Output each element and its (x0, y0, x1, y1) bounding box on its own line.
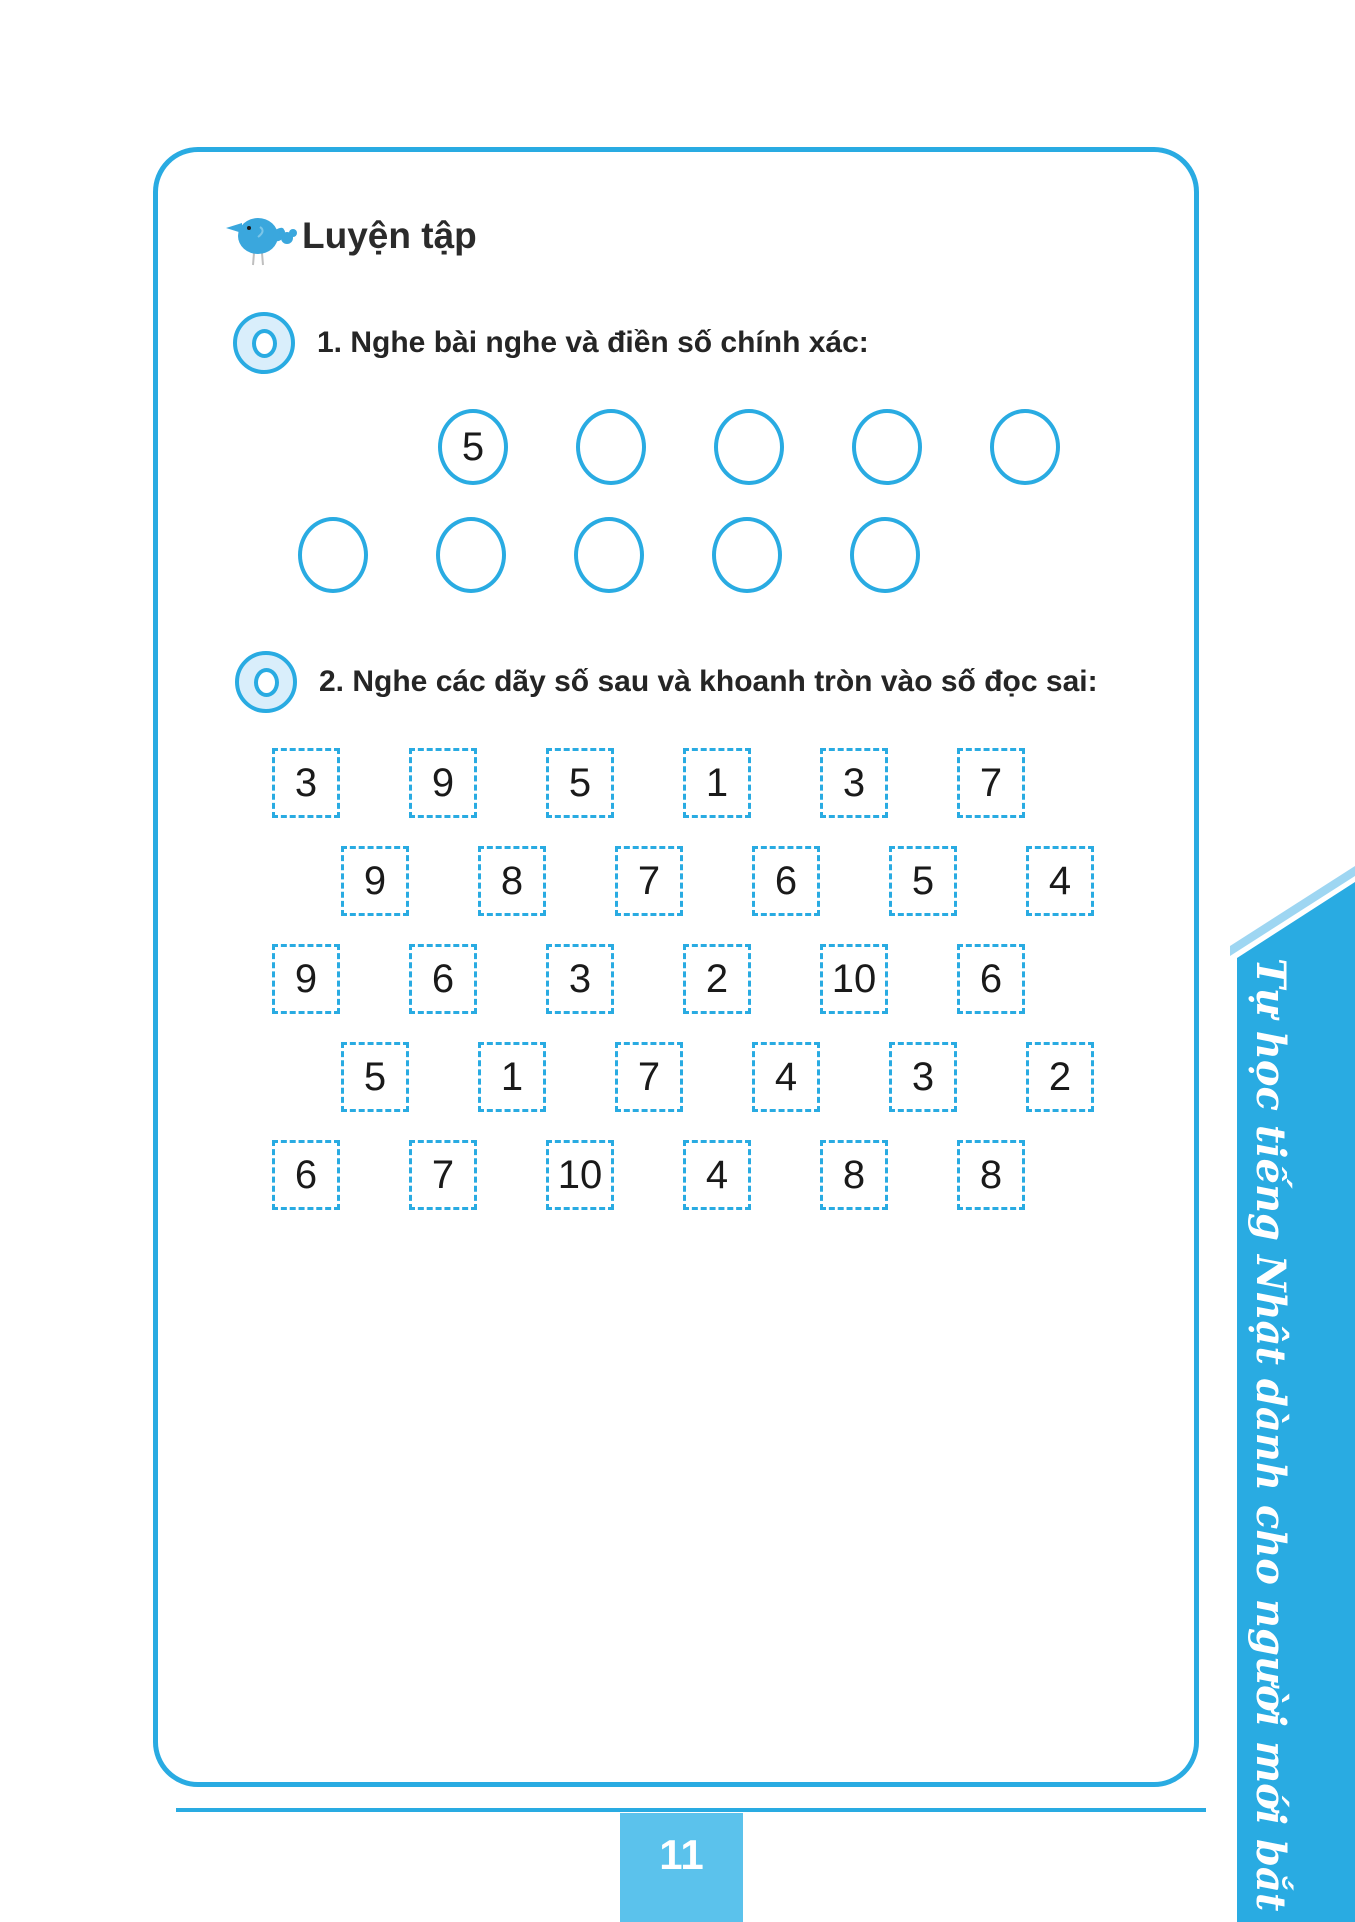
answer-circles-row-1: 5 (438, 409, 1060, 485)
book-title-vertical: Tự học tiếng Nhật dành cho người mới bắt… (1247, 958, 1294, 1922)
number-row-1: 3 9 5 1 3 7 (272, 748, 1025, 818)
cd-hole (251, 328, 277, 358)
number-box[interactable]: 5 (546, 748, 614, 818)
page-number-tab: 11 (620, 1813, 743, 1922)
number-box[interactable]: 10 (546, 1140, 614, 1210)
number-box[interactable]: 5 (341, 1042, 409, 1112)
number-box[interactable]: 3 (889, 1042, 957, 1112)
number-box[interactable]: 9 (409, 748, 477, 818)
answer-circle[interactable] (298, 517, 368, 593)
number-box[interactable]: 6 (272, 1140, 340, 1210)
number-box[interactable]: 3 (820, 748, 888, 818)
answer-circle[interactable] (576, 409, 646, 485)
number-box[interactable]: 10 (820, 944, 888, 1014)
number-box[interactable]: 7 (615, 1042, 683, 1112)
section-header: Luyện tập (224, 205, 477, 267)
page-number: 11 (659, 1831, 704, 1878)
answer-circles-row-2 (298, 517, 920, 593)
answer-circle[interactable] (712, 517, 782, 593)
number-row-3: 9 6 3 2 10 6 (272, 944, 1025, 1014)
number-row-5: 6 7 10 4 8 8 (272, 1140, 1025, 1210)
number-box[interactable]: 5 (889, 846, 957, 916)
number-row-2: 9 8 7 6 5 4 (341, 846, 1094, 916)
number-box[interactable]: 1 (478, 1042, 546, 1112)
number-box[interactable]: 3 (546, 944, 614, 1014)
cd-audio-icon (233, 312, 295, 374)
answer-circle[interactable] (436, 517, 506, 593)
number-box[interactable]: 4 (1026, 846, 1094, 916)
page-title: Luyện tập (302, 215, 477, 256)
side-ribbon (1230, 860, 1355, 1922)
number-box[interactable]: 4 (683, 1140, 751, 1210)
answer-circle[interactable]: 5 (438, 409, 508, 485)
answer-circle[interactable] (850, 517, 920, 593)
answer-circle[interactable] (714, 409, 784, 485)
number-box[interactable]: 2 (683, 944, 751, 1014)
number-box[interactable]: 8 (957, 1140, 1025, 1210)
answer-circle[interactable] (990, 409, 1060, 485)
number-box[interactable]: 7 (409, 1140, 477, 1210)
number-box[interactable]: 7 (957, 748, 1025, 818)
cd-hole (253, 667, 279, 697)
number-box[interactable]: 6 (752, 846, 820, 916)
bottom-rule (176, 1808, 1206, 1812)
number-box[interactable]: 3 (272, 748, 340, 818)
exercise1-header: 1. Nghe bài nghe và điền số chính xác: (233, 312, 869, 374)
exercise1-heading: 1. Nghe bài nghe và điền số chính xác: (317, 326, 869, 359)
number-box[interactable]: 9 (272, 944, 340, 1014)
number-box[interactable]: 6 (957, 944, 1025, 1014)
ribbon-body (1237, 882, 1355, 1922)
number-box[interactable]: 8 (820, 1140, 888, 1210)
number-box[interactable]: 6 (409, 944, 477, 1014)
number-box[interactable]: 4 (752, 1042, 820, 1112)
bird-icon (226, 218, 297, 266)
number-box[interactable]: 8 (478, 846, 546, 916)
number-row-4: 5 1 7 4 3 2 (341, 1042, 1094, 1112)
answer-circle[interactable] (574, 517, 644, 593)
answer-circle[interactable] (852, 409, 922, 485)
number-box[interactable]: 9 (341, 846, 409, 916)
number-box[interactable]: 1 (683, 748, 751, 818)
cd-audio-icon (235, 651, 297, 713)
exercise2-heading: 2. Nghe các dãy số sau và khoanh tròn và… (319, 665, 1098, 698)
number-box[interactable]: 7 (615, 846, 683, 916)
number-box[interactable]: 2 (1026, 1042, 1094, 1112)
exercise2-header: 2. Nghe các dãy số sau và khoanh tròn và… (235, 651, 1098, 713)
